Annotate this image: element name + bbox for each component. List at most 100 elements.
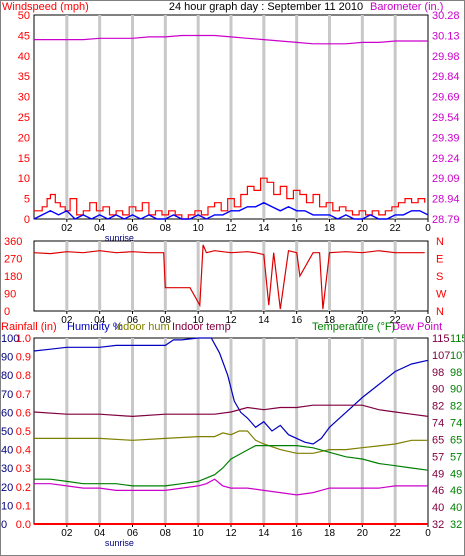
temperature-tick-label-left: 40 [432, 502, 444, 514]
temperature-tick-label-left: 107 [432, 350, 450, 362]
compass-tick-label: N [436, 236, 444, 248]
temperature-tick-label-right: 40 [450, 502, 462, 514]
rainfall-tick-label: 0.8 [16, 370, 31, 382]
direction-tick-label: 270 [4, 254, 22, 266]
rainfall-tick-label: 0.4 [16, 445, 31, 457]
temperature-tick-label-left: 82 [432, 401, 444, 413]
x-tick-label: 02 [61, 528, 73, 539]
temperature-tick-label-left: 57 [432, 451, 444, 463]
temperature-tick-label-right: 57 [450, 451, 462, 463]
humidity-tick-label: 30 [1, 463, 13, 475]
windspeed-axis-title: Windspeed (mph) [2, 1, 89, 13]
barometer-tick-label: 29.84 [432, 71, 460, 83]
x-tick-label: 06 [127, 315, 139, 326]
x-tick-label: 10 [193, 528, 205, 539]
barometer-tick-label: 30.28 [432, 10, 460, 22]
x-tick-label: 14 [258, 528, 270, 539]
x-tick-label: 20 [357, 528, 369, 539]
barometer-tick-label: 29.54 [432, 112, 460, 124]
temperature-tick-label-right: 65 [450, 434, 462, 446]
temperature-tick-label-right: 90 [450, 384, 462, 396]
temperature-tick-label-right: 46 [450, 485, 462, 497]
x-tick-label: 10 [193, 223, 205, 234]
x-tick-label: 04 [94, 315, 106, 326]
x-tick-label: 20 [357, 223, 369, 234]
x-tick-label: 20 [357, 315, 369, 326]
direction-tick-label: 0 [4, 306, 10, 318]
x-tick-label: 04 [94, 223, 106, 234]
humidity-tick-label: 0 [1, 519, 7, 531]
temperature-tick-label-right: 74 [450, 418, 462, 430]
direction-tick-label: 360 [4, 236, 22, 248]
windspeed-tick-label: 0 [24, 214, 30, 226]
windspeed-tick-label: 30 [18, 92, 30, 104]
temperature-tick-label-left: 65 [432, 434, 444, 446]
legend-label: Humidity % [67, 321, 123, 333]
wind-average-line [33, 201, 429, 220]
humidity-tick-label: 10 [1, 500, 13, 512]
windspeed-tick-label: 45 [18, 30, 30, 42]
temperature-tick-label-left: 98 [432, 367, 444, 379]
rainfall-tick-label: 1.0 [16, 333, 31, 345]
indoor-humidity-line [34, 430, 428, 454]
temperature-tick-label-left: 49 [432, 468, 444, 480]
temperature-tick-label-right: 107 [450, 350, 465, 362]
barometer-tick-label: 28.79 [432, 214, 460, 226]
direction-tick-label: 180 [4, 271, 22, 283]
barometer-tick-label: 30.13 [432, 30, 460, 42]
rainfall-tick-label: 0.3 [16, 463, 31, 475]
x-tick-label: 12 [225, 528, 237, 539]
humidity-tick-label: 40 [1, 445, 13, 457]
x-tick-label: 16 [291, 223, 303, 234]
rainfall-tick-label: 0.6 [16, 407, 31, 419]
x-tick-label: 06 [127, 528, 139, 539]
barometer-tick-label: 29.69 [432, 92, 460, 104]
x-tick-label: 22 [390, 315, 402, 326]
x-tick-label: 08 [160, 315, 172, 326]
rainfall-tick-label: 0.0 [16, 519, 31, 531]
temperature-tick-label-right: 32 [450, 519, 462, 531]
x-tick-label: 0 [425, 528, 431, 539]
humidity-tick-label: 60 [1, 407, 13, 419]
rainfall-tick-label: 0.5 [16, 426, 31, 438]
rainfall-tick-label: 0.7 [16, 389, 31, 401]
legend-label: Temperature (°F) [312, 321, 395, 333]
indoor-temp-line [33, 404, 429, 418]
x-tick-label: 0 [425, 315, 431, 326]
wind-gust-line [34, 177, 426, 220]
compass-tick-label: W [436, 289, 447, 301]
x-tick-label: 18 [324, 528, 336, 539]
windspeed-tick-label: 35 [18, 71, 30, 83]
x-tick-label: 04 [94, 528, 106, 539]
windspeed-tick-label: 40 [18, 51, 30, 63]
compass-tick-label: E [436, 254, 443, 266]
windspeed-tick-label: 25 [18, 112, 30, 124]
x-tick-label: 22 [390, 528, 402, 539]
wind-direction-line [33, 244, 425, 310]
x-tick-label: 0 [425, 223, 431, 234]
legend-label: Dew Point [392, 321, 442, 333]
windspeed-tick-label: 5 [24, 194, 30, 206]
temperature-tick-label-left: 32 [432, 519, 444, 531]
humidity-tick-label: 70 [1, 389, 13, 401]
humidity-tick-label: 90 [1, 352, 13, 364]
x-tick-label: 18 [324, 315, 336, 326]
x-tick-label: 12 [225, 315, 237, 326]
direction-tick-label: 90 [4, 289, 16, 301]
barometer-tick-label: 28.94 [432, 194, 460, 206]
x-tick-label: 02 [61, 315, 73, 326]
x-tick-label: 22 [390, 223, 402, 234]
x-tick-label: 12 [225, 223, 237, 234]
x-tick-label: 08 [160, 223, 172, 234]
barometer-tick-label: 29.24 [432, 153, 460, 165]
temperature-tick-label-right: 49 [450, 468, 462, 480]
legend-label: Indoor hum [114, 321, 170, 333]
compass-tick-label: N [436, 306, 444, 318]
x-tick-label: 18 [324, 223, 336, 234]
temperature-tick-label-left: 90 [432, 384, 444, 396]
sunrise-label: sunrise [105, 233, 134, 243]
humidity-tick-label: 80 [1, 370, 13, 382]
temperature-tick-label-left: 46 [432, 485, 444, 497]
windspeed-tick-label: 20 [18, 132, 30, 144]
